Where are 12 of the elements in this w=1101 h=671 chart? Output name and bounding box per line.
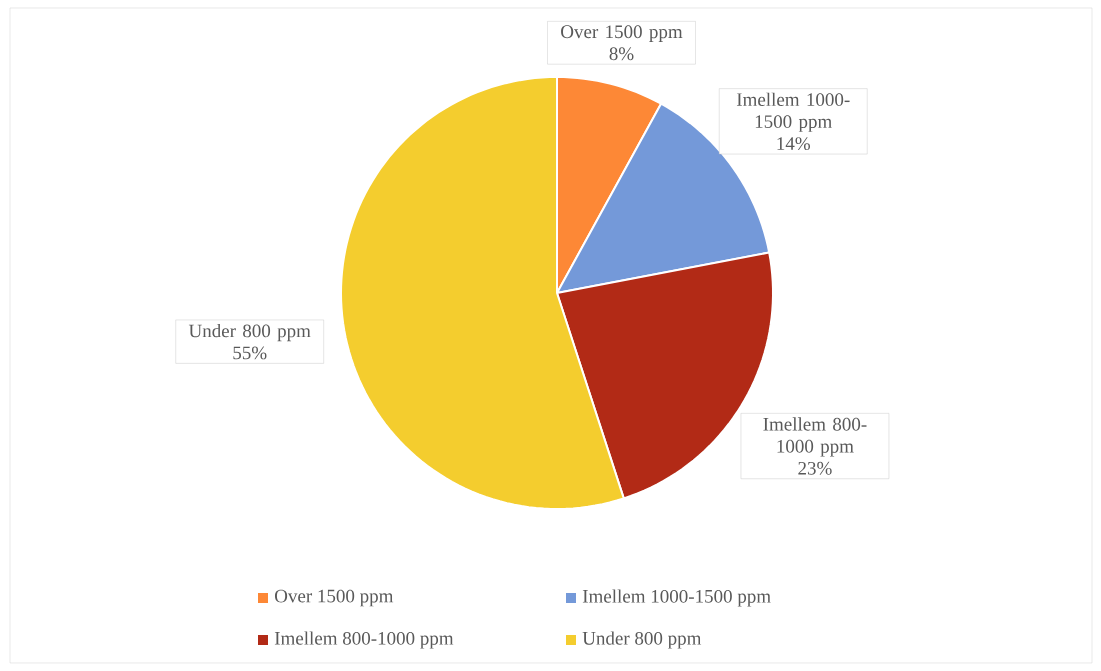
slice-label: Imellem 800-1000 ppm bbox=[763, 417, 867, 457]
data-label: 14% bbox=[777, 137, 810, 151]
data-label: 23% bbox=[798, 461, 832, 475]
data-label: 55% bbox=[233, 346, 267, 360]
slice-label: Over 1500 ppm bbox=[561, 25, 683, 42]
legend-label: Imellem 1000-1500 ppm bbox=[582, 589, 771, 607]
legend-label: Under 800 ppm bbox=[582, 631, 702, 649]
data-label: 8% bbox=[609, 47, 634, 61]
legend-label: Imellem 800-1000 ppm bbox=[274, 631, 454, 649]
slice-label: Under 800 ppm bbox=[188, 323, 311, 342]
legend-label: Over 1500 ppm bbox=[274, 589, 394, 607]
slice-label: Imellem 1000-1500 ppm bbox=[736, 92, 850, 132]
